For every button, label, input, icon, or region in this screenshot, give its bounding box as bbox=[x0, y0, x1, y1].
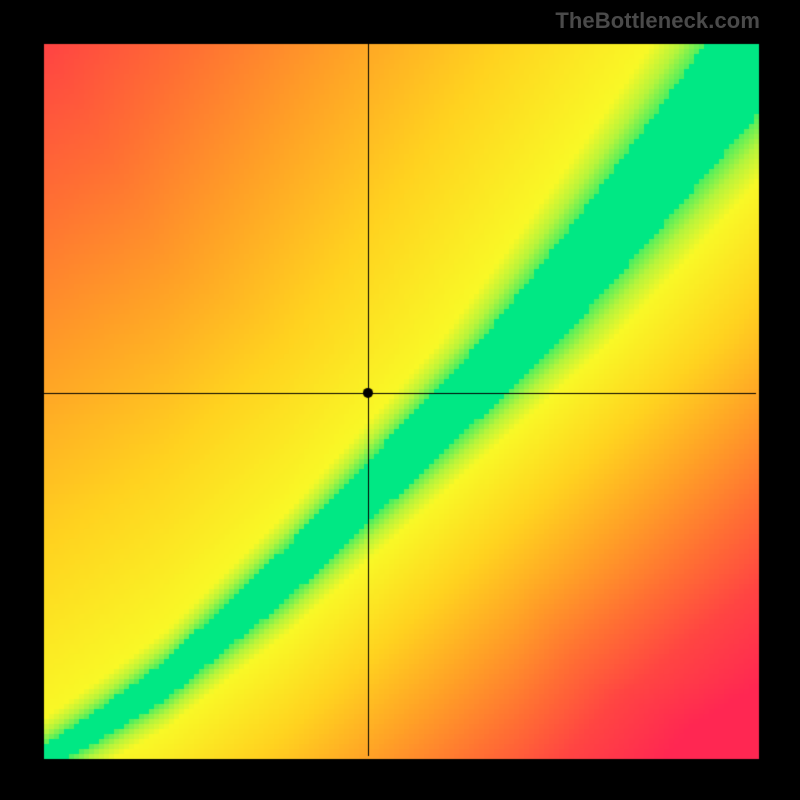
chart-container: TheBottleneck.com bbox=[0, 0, 800, 800]
heatmap-canvas bbox=[0, 0, 800, 800]
watermark: TheBottleneck.com bbox=[555, 8, 760, 34]
